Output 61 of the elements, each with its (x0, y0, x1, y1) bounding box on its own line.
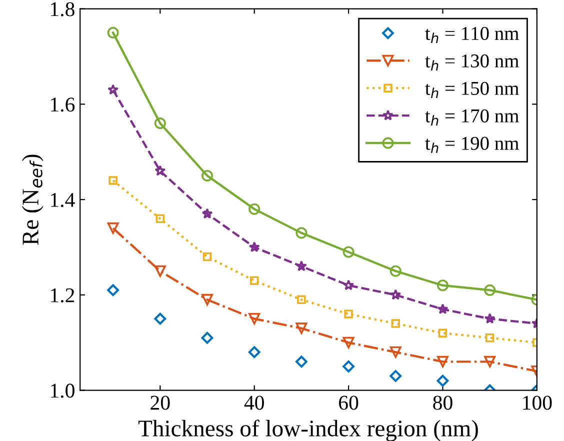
point (156, 214, 165, 224)
point (201, 294, 214, 306)
point (107, 26, 119, 38)
point (343, 280, 354, 290)
point (438, 328, 448, 338)
legend-label: t$_{h}$ = 130 nm (425, 54, 519, 70)
point (484, 312, 496, 324)
x-tick-label: 40 (244, 396, 264, 410)
point (296, 227, 308, 239)
point (108, 176, 118, 185)
point (296, 322, 308, 334)
point (154, 312, 166, 325)
y-tick-label: 1.2 (51, 288, 74, 302)
point (436, 280, 448, 292)
y-tick-label: 1.4 (51, 193, 75, 208)
point (248, 346, 260, 358)
y-tick-label: 1.0 (51, 384, 74, 398)
point (250, 276, 259, 285)
y-axis-title: Re (N$_{eef}$) (22, 154, 44, 245)
x-tick-label: 100 (523, 396, 552, 410)
point (248, 241, 260, 252)
point (108, 84, 119, 95)
point (436, 374, 449, 387)
x-axis-title: Thickness of low-index region (nm) (138, 420, 478, 441)
point (295, 356, 308, 368)
point (390, 289, 402, 300)
point (154, 165, 166, 176)
point (342, 246, 354, 258)
point (390, 370, 402, 382)
x-tick-label: 20 (150, 396, 170, 410)
point (202, 252, 212, 262)
point (154, 265, 166, 277)
y-tick-label: 1.6 (51, 98, 75, 112)
x-tick-label: 80 (433, 396, 452, 410)
point (296, 260, 307, 272)
y-tick-label: 1.8 (51, 2, 74, 16)
point (484, 356, 496, 368)
x-tick-label: 60 (339, 396, 358, 410)
point (485, 333, 494, 342)
point (344, 310, 353, 318)
point (342, 336, 354, 348)
point (201, 170, 214, 182)
point (391, 319, 400, 328)
point (484, 284, 496, 296)
point (202, 208, 213, 219)
legend-label: t$_{h}$ = 170 nm (425, 109, 519, 126)
point (297, 295, 306, 304)
point (390, 346, 402, 358)
point (436, 356, 448, 368)
point (437, 303, 448, 314)
point (154, 117, 166, 130)
point (201, 332, 214, 344)
legend-label: t$_{h}$ = 110 nm (425, 26, 519, 44)
legend-label: t$_{h}$ = 190 nm (425, 136, 519, 153)
point (107, 284, 120, 296)
point (342, 360, 354, 372)
point (107, 222, 119, 234)
legend-label: t$_{h}$ = 150 nm (425, 82, 519, 98)
point (390, 265, 402, 277)
point (248, 312, 260, 325)
point (248, 203, 260, 215)
